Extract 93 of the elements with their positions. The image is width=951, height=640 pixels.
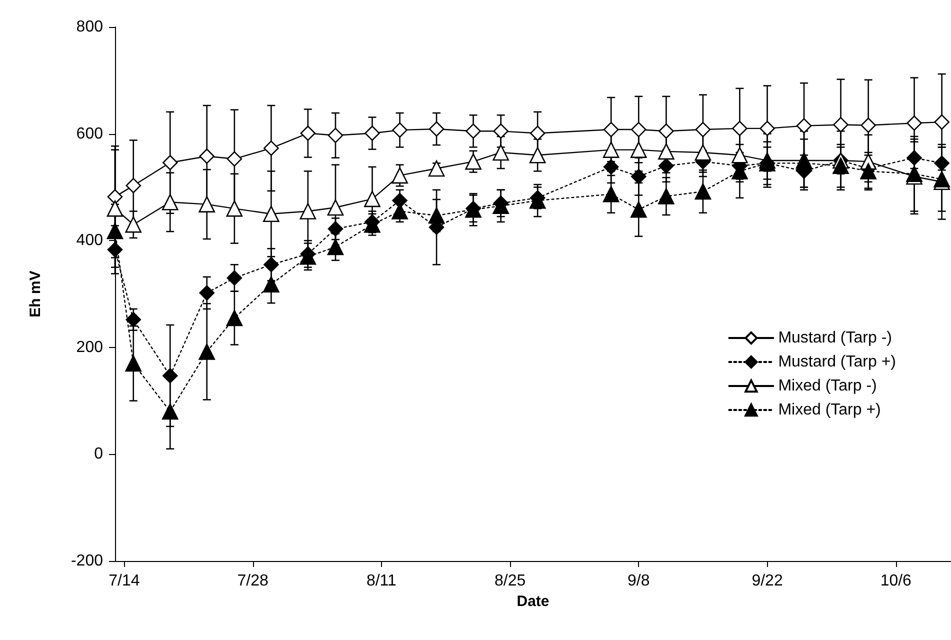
point xyxy=(107,189,123,204)
point xyxy=(934,156,950,171)
point xyxy=(300,203,316,220)
point xyxy=(796,118,812,134)
point xyxy=(694,144,712,161)
point xyxy=(264,256,279,272)
point xyxy=(529,147,546,164)
point xyxy=(226,270,242,286)
point xyxy=(906,115,922,131)
y-tick-label: 800 xyxy=(76,18,104,36)
point xyxy=(126,312,142,328)
y-tick-label: 600 xyxy=(76,125,104,142)
point xyxy=(328,221,344,236)
point xyxy=(658,123,674,139)
point xyxy=(860,163,876,180)
point xyxy=(107,242,123,258)
point xyxy=(695,122,711,138)
point xyxy=(300,126,316,141)
point xyxy=(530,126,546,141)
point xyxy=(732,147,748,164)
point xyxy=(658,188,674,204)
x-tick-label: 8/11 xyxy=(366,572,396,590)
point xyxy=(198,196,216,212)
y-tick-label: -200 xyxy=(70,552,104,570)
point xyxy=(392,192,408,208)
legend-label: Mixed (Tarp -) xyxy=(778,378,877,394)
point xyxy=(602,142,620,158)
point xyxy=(162,154,178,170)
point xyxy=(492,144,509,161)
point xyxy=(760,120,775,136)
point xyxy=(392,122,408,138)
point xyxy=(934,114,950,130)
point xyxy=(493,123,508,139)
point xyxy=(833,117,848,132)
point xyxy=(796,155,812,172)
point xyxy=(658,158,674,174)
x-tick-label: 7/14 xyxy=(108,572,140,590)
point xyxy=(364,126,380,141)
point xyxy=(226,200,243,217)
point xyxy=(630,201,647,218)
point xyxy=(327,238,344,256)
point xyxy=(832,158,849,174)
y-tick-label: 400 xyxy=(76,232,104,250)
legend-label: Mustard (Tarp -) xyxy=(778,330,892,346)
point xyxy=(658,143,674,160)
point xyxy=(465,153,482,170)
point xyxy=(392,167,408,184)
point xyxy=(162,194,178,210)
point xyxy=(630,142,647,158)
point xyxy=(125,216,142,233)
point xyxy=(603,159,619,175)
x-tick-label: 10/6 xyxy=(880,572,912,590)
point xyxy=(264,140,279,156)
point xyxy=(263,276,280,293)
point xyxy=(694,183,712,200)
x-tick-label: 8/25 xyxy=(494,572,526,590)
x-tick-label: 9/8 xyxy=(628,572,650,590)
x-tick-label: 9/22 xyxy=(752,572,783,590)
x-tick-label: 7/28 xyxy=(237,572,268,590)
point xyxy=(428,207,445,224)
point xyxy=(466,123,481,139)
point xyxy=(428,160,445,177)
point xyxy=(934,171,950,188)
point xyxy=(162,368,178,384)
point xyxy=(199,285,215,301)
point xyxy=(198,344,216,360)
point xyxy=(327,199,344,216)
point xyxy=(732,120,748,136)
point xyxy=(162,403,178,420)
y-tick-label: 0 xyxy=(94,446,104,463)
point xyxy=(106,222,124,240)
legend-label: Mustard (Tarp +) xyxy=(778,354,896,370)
point xyxy=(428,121,444,137)
point xyxy=(602,186,620,202)
point xyxy=(199,148,215,164)
point xyxy=(328,128,344,144)
y-axis-title: Eh mV xyxy=(27,270,44,318)
legend-label: Mixed (Tarp +) xyxy=(778,402,881,418)
point xyxy=(860,118,876,133)
point xyxy=(364,190,380,208)
point xyxy=(126,178,142,194)
point xyxy=(631,168,646,184)
point xyxy=(906,166,922,182)
point xyxy=(906,150,922,166)
point xyxy=(603,122,619,138)
point xyxy=(631,122,646,138)
point xyxy=(106,200,124,217)
point xyxy=(226,310,243,326)
point xyxy=(125,355,142,372)
y-tick-label: 200 xyxy=(76,338,104,356)
point xyxy=(226,151,242,167)
point xyxy=(263,206,280,222)
x-axis-title: Date xyxy=(516,592,550,610)
